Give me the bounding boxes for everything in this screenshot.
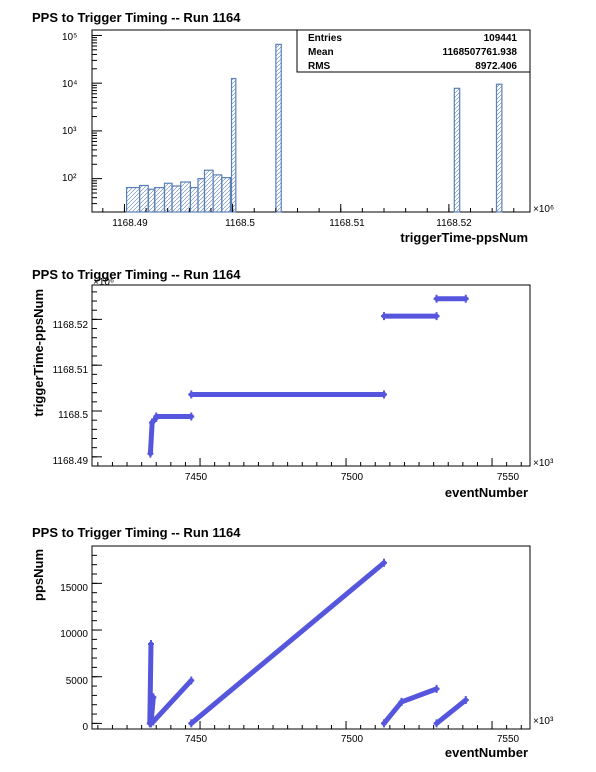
trigger-y-exponent: ×10⁶ bbox=[93, 277, 114, 288]
trigger-marker bbox=[462, 294, 469, 303]
ppsnum-x-axis-label: eventNumber bbox=[445, 745, 528, 760]
histogram-bar bbox=[275, 43, 282, 213]
histogram-axis-ticks bbox=[92, 34, 515, 212]
trigger-marker bbox=[381, 390, 387, 399]
trigger-scatter-points bbox=[147, 294, 469, 458]
ppsnum-xtick-label: 7550 bbox=[497, 734, 520, 745]
ppsnum-marker bbox=[381, 719, 387, 728]
trigger-marker bbox=[188, 390, 195, 399]
ppsnum-marker bbox=[150, 693, 157, 702]
histogram-ytick-label: 10² bbox=[62, 173, 77, 184]
ppsnum-y-axis-label: ppsNum bbox=[31, 549, 46, 601]
histogram-panel: PPS to Trigger Timing -- Run 1164 10² 10… bbox=[32, 10, 554, 245]
histogram-bar bbox=[171, 185, 182, 213]
stats-box: Entries 109441 Mean 1168507761.938 RMS 8… bbox=[296, 29, 531, 73]
trigger-xtick-label: 7500 bbox=[341, 472, 364, 483]
histogram-bar bbox=[189, 186, 199, 213]
histogram-xtick-label: 1168.49 bbox=[112, 218, 148, 229]
ppsnum-marker bbox=[381, 558, 387, 567]
histogram-x-axis-label: triggerTime-ppsNum bbox=[400, 230, 528, 245]
histogram-bar bbox=[453, 87, 461, 213]
trigger-xtick-label: 7550 bbox=[497, 472, 520, 483]
histogram-ytick-label: 10⁴ bbox=[62, 79, 77, 90]
ppsnum-marker bbox=[188, 676, 195, 685]
trigger-ytick-label: 1168.5 bbox=[58, 410, 88, 421]
trigger-marker bbox=[433, 312, 440, 321]
ppsnum-marker bbox=[462, 696, 469, 705]
ppsnum-point-band bbox=[148, 694, 156, 726]
ppsnum-point-band bbox=[150, 677, 194, 725]
trigger-marker bbox=[381, 312, 387, 321]
trigger-marker bbox=[149, 418, 156, 427]
ppsnum-point-band bbox=[381, 699, 405, 726]
histogram-title: PPS to Trigger Timing -- Run 1164 bbox=[32, 10, 241, 25]
histogram-bar bbox=[180, 181, 192, 213]
trigger-xtick-label: 7450 bbox=[185, 472, 208, 483]
ppsnum-ytick-label: 0 bbox=[82, 722, 88, 733]
trigger-scatter-frame bbox=[91, 284, 531, 467]
ppsnum-point-band bbox=[399, 686, 440, 705]
trigger-point-band bbox=[147, 419, 155, 457]
ppsnum-ytick-label: 10000 bbox=[60, 629, 88, 640]
histogram-ytick-label: 10³ bbox=[62, 126, 77, 137]
histogram-bar bbox=[126, 186, 141, 213]
histogram-xtick-label: 1168.5 bbox=[225, 218, 255, 229]
ppsnum-marker bbox=[147, 640, 154, 649]
histogram-bar bbox=[147, 188, 156, 213]
trigger-scatter-axis-ticks bbox=[92, 291, 522, 466]
histogram-xtick-label: 1168.52 bbox=[436, 218, 472, 229]
ppsnum-ytick-label: 15000 bbox=[60, 583, 88, 594]
ppsnum-ytick-label: 5000 bbox=[66, 676, 89, 687]
histogram-bar bbox=[212, 174, 223, 213]
stats-entries-value: 109441 bbox=[484, 33, 518, 44]
histogram-bar bbox=[154, 186, 166, 213]
stats-mean-label: Mean bbox=[308, 47, 334, 58]
stats-entries-label: Entries bbox=[308, 33, 342, 44]
histogram-bars bbox=[126, 43, 503, 213]
ppsnum-xtick-label: 7450 bbox=[185, 734, 208, 745]
ppsnum-marker bbox=[188, 719, 195, 728]
trigger-ytick-label: 1168.52 bbox=[53, 320, 89, 331]
trigger-marker bbox=[433, 294, 440, 303]
histogram-bar bbox=[203, 169, 214, 213]
histogram-bar bbox=[495, 83, 503, 213]
ppsnum-scatter-axis-ticks bbox=[92, 554, 522, 729]
ppsnum-point-band bbox=[188, 560, 387, 726]
histogram-xtick-label: 1168.51 bbox=[329, 218, 365, 229]
trigger-y-axis-label: triggerTime-ppsNum bbox=[31, 289, 46, 417]
ppsnum-scatter-panel: PPS to Trigger Timing -- Run 1164 15000 … bbox=[31, 525, 554, 760]
ppsnum-marker bbox=[433, 684, 440, 693]
histogram-bar bbox=[197, 178, 206, 213]
trigger-marker bbox=[188, 412, 195, 421]
ppsnum-point-band bbox=[434, 697, 469, 726]
histogram-x-exponent: ×10⁶ bbox=[533, 204, 554, 215]
trigger-marker bbox=[147, 449, 154, 458]
ppsnum-scatter-points bbox=[146, 558, 469, 728]
ppsnum-scatter-title: PPS to Trigger Timing -- Run 1164 bbox=[32, 525, 241, 540]
stats-rms-label: RMS bbox=[308, 61, 331, 72]
trigger-scatter-panel: PPS to Trigger Timing -- Run 1164 1168.5… bbox=[31, 267, 554, 500]
ppsnum-xtick-label: 7500 bbox=[341, 734, 364, 745]
stats-box-frame bbox=[296, 29, 531, 73]
histogram-bar bbox=[138, 184, 149, 213]
histogram-bar bbox=[163, 182, 173, 213]
histogram-bar bbox=[221, 177, 232, 213]
ppsnum-x-exponent: ×10³ bbox=[533, 716, 554, 727]
trigger-ytick-label: 1168.51 bbox=[53, 365, 89, 376]
ppsnum-scatter-frame bbox=[91, 545, 531, 730]
ppsnum-marker bbox=[433, 719, 440, 728]
histogram-ytick-label: 10⁵ bbox=[62, 32, 77, 43]
trigger-x-axis-label: eventNumber bbox=[445, 485, 528, 500]
ppsnum-marker bbox=[398, 697, 405, 706]
trigger-marker bbox=[153, 412, 160, 421]
trigger-scatter-title: PPS to Trigger Timing -- Run 1164 bbox=[32, 267, 241, 282]
histogram-bar bbox=[230, 77, 237, 213]
trigger-x-exponent: ×10³ bbox=[533, 458, 554, 469]
stats-rms-value: 8972.406 bbox=[475, 61, 517, 72]
ppsnum-marker bbox=[150, 717, 157, 726]
trigger-ytick-label: 1168.49 bbox=[53, 456, 89, 467]
stats-mean-value: 1168507761.938 bbox=[442, 47, 517, 58]
